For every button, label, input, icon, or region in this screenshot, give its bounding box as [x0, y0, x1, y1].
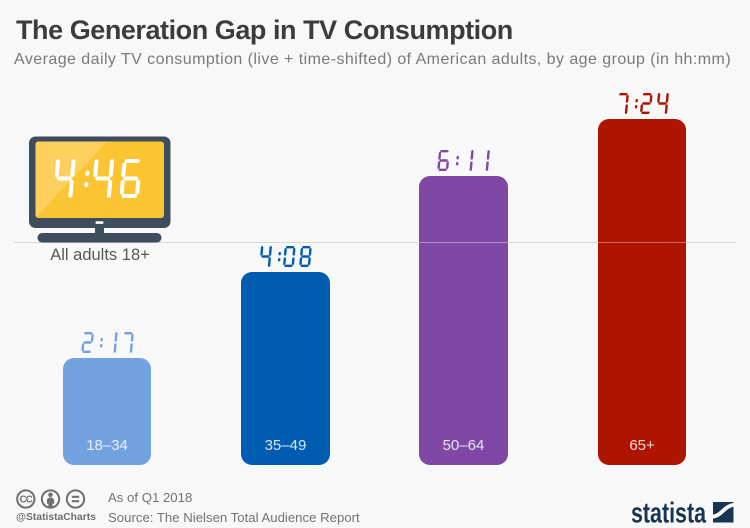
- svg-text:CC: CC: [20, 494, 33, 505]
- svg-text:statista: statista: [631, 499, 707, 527]
